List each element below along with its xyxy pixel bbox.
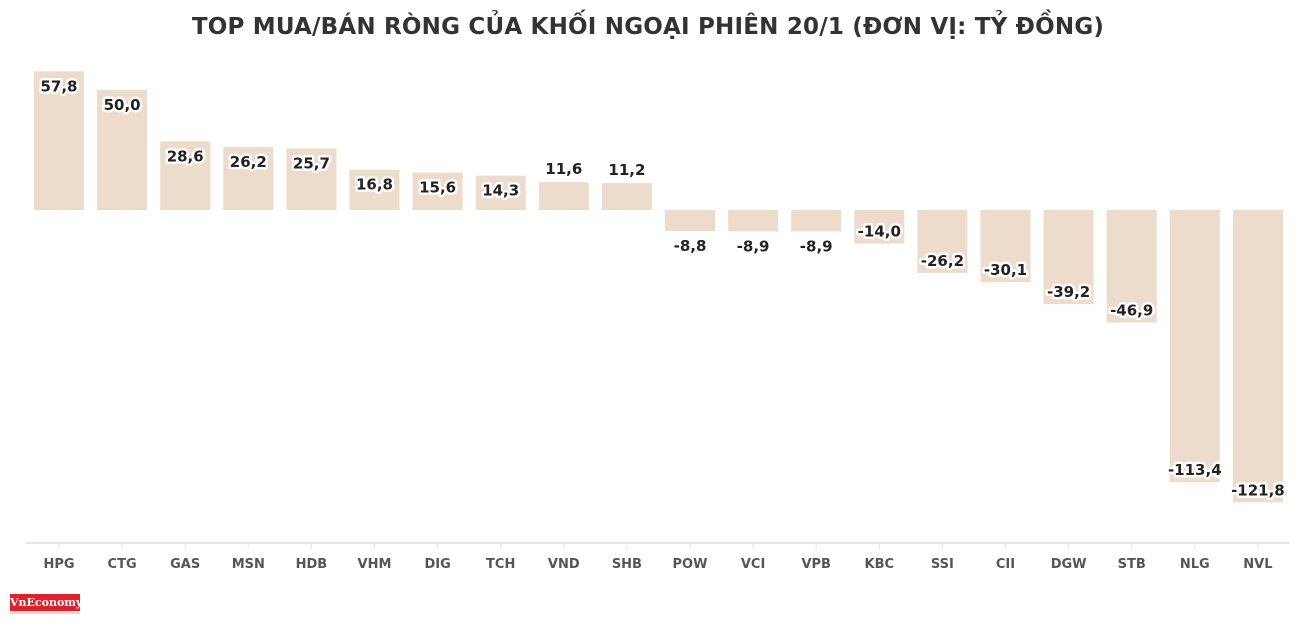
data-label: 28,6 bbox=[167, 147, 204, 165]
x-tick-label: NVL bbox=[1243, 557, 1272, 572]
x-tick-label: HDB bbox=[296, 557, 328, 572]
bar-tch bbox=[475, 175, 526, 210]
data-label: -30,1 bbox=[984, 261, 1027, 279]
bar-msn bbox=[223, 147, 274, 210]
data-label: 11,6 bbox=[545, 160, 582, 178]
bar-ssi bbox=[917, 210, 968, 273]
data-label: 11,2 bbox=[608, 161, 645, 179]
data-label: -113,4 bbox=[1168, 461, 1222, 479]
x-tick-label: POW bbox=[673, 557, 708, 572]
bar-shb bbox=[601, 183, 652, 210]
data-label: 26,2 bbox=[230, 153, 267, 171]
x-tick-label: DGW bbox=[1051, 557, 1087, 572]
data-label: -39,2 bbox=[1047, 283, 1090, 301]
bar-pow bbox=[665, 210, 715, 232]
x-tick-label: HPG bbox=[43, 557, 74, 572]
bar-cii bbox=[980, 210, 1031, 283]
x-tick-label: MSN bbox=[232, 557, 265, 572]
data-label: -8,9 bbox=[800, 237, 833, 255]
bar-nlg bbox=[1169, 210, 1220, 483]
bar-kbc bbox=[854, 210, 905, 244]
x-tick-label: SHB bbox=[612, 557, 642, 572]
bar-gas bbox=[160, 141, 211, 210]
x-tick-label: CII bbox=[996, 557, 1015, 572]
bar-vci bbox=[728, 210, 779, 232]
bar-vpb bbox=[791, 210, 842, 232]
data-label: 15,6 bbox=[419, 179, 456, 197]
x-tick-label: VPB bbox=[801, 557, 831, 572]
x-tick-label: STB bbox=[1118, 557, 1146, 572]
bar-nvl bbox=[1232, 210, 1283, 503]
bar-vhm bbox=[349, 169, 400, 210]
bar-hdb bbox=[286, 148, 337, 210]
x-tick-label: VHM bbox=[358, 557, 392, 572]
bar-dig bbox=[412, 172, 463, 210]
data-label: 25,7 bbox=[293, 154, 330, 172]
x-tick-label: CTG bbox=[108, 557, 137, 572]
x-tick-label: SSI bbox=[931, 557, 954, 572]
x-tick-label: DIG bbox=[424, 557, 450, 572]
x-tick-label: GAS bbox=[170, 557, 200, 572]
bar-dgw bbox=[1043, 210, 1094, 305]
x-tick-label: NLG bbox=[1180, 557, 1210, 572]
data-label: -14,0 bbox=[858, 223, 901, 241]
data-label: 50,0 bbox=[104, 96, 141, 114]
x-tick-label: TCH bbox=[486, 557, 515, 572]
x-tick-label: VND bbox=[548, 557, 580, 572]
data-label: -46,9 bbox=[1110, 302, 1153, 320]
data-label: -121,8 bbox=[1231, 481, 1285, 499]
chart-title: TOP MUA/BÁN RÒNG CỦA KHỐI NGOẠI PHIÊN 20… bbox=[191, 14, 1105, 40]
data-label: -8,9 bbox=[737, 237, 770, 255]
data-label: -26,2 bbox=[921, 252, 964, 270]
bar-hpg bbox=[34, 71, 84, 210]
x-tick-label: VCI bbox=[741, 557, 765, 572]
bar-vnd bbox=[538, 182, 589, 210]
bar-stb bbox=[1106, 210, 1157, 323]
x-tick-label: KBC bbox=[865, 557, 895, 572]
data-label: 14,3 bbox=[482, 182, 519, 200]
data-label: 16,8 bbox=[356, 176, 393, 194]
data-label: 57,8 bbox=[40, 77, 77, 95]
data-label: -8,8 bbox=[674, 237, 707, 255]
bar-ctg bbox=[97, 90, 148, 210]
vneconomy-logo: VnEconomy bbox=[10, 594, 82, 614]
